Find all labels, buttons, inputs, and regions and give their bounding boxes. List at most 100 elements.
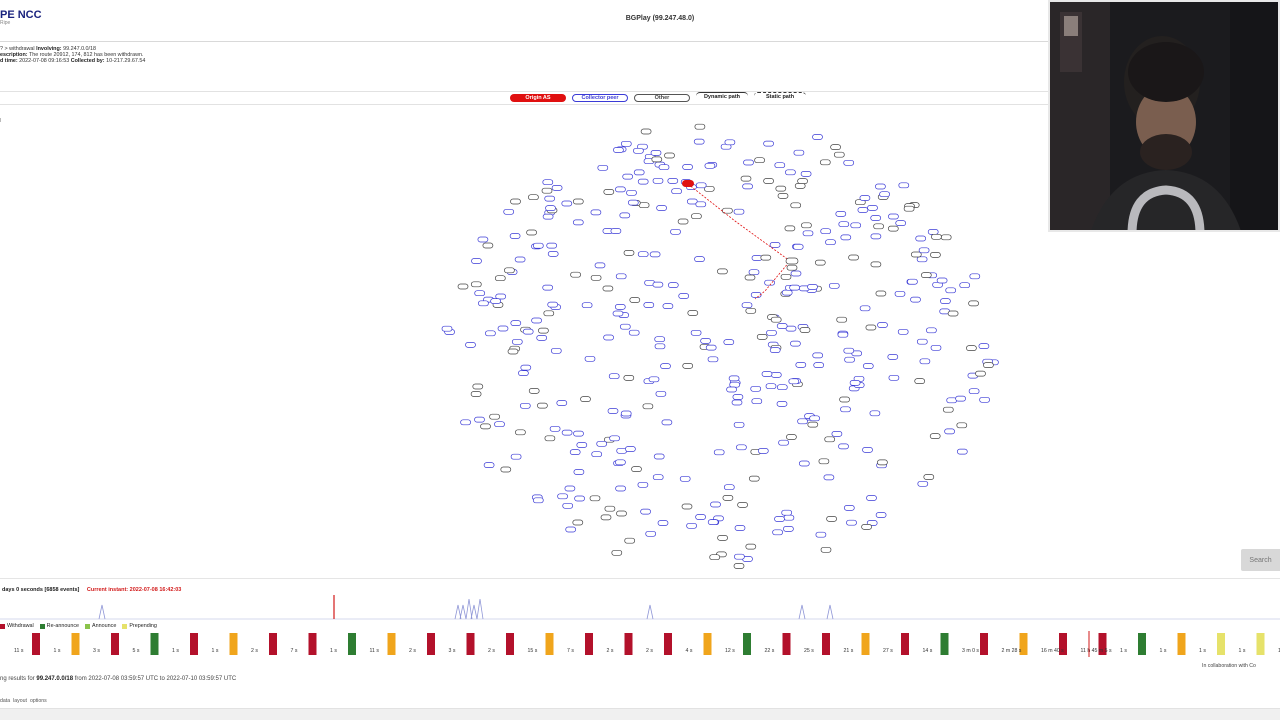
- collector-peer-node[interactable]: [542, 284, 554, 291]
- collector-peer-node[interactable]: [916, 256, 928, 263]
- collector-peer-node[interactable]: [897, 328, 909, 335]
- collector-peer-node[interactable]: [723, 484, 735, 491]
- as-node[interactable]: [515, 429, 526, 436]
- as-node[interactable]: [709, 554, 721, 561]
- collector-peer-node[interactable]: [477, 236, 489, 243]
- collector-peer-node[interactable]: [551, 185, 563, 191]
- collector-peer-node[interactable]: [670, 228, 681, 235]
- collector-peer-node[interactable]: [626, 189, 637, 196]
- collector-peer-node[interactable]: [843, 347, 855, 354]
- as-node[interactable]: [801, 222, 812, 229]
- collector-peer-node[interactable]: [522, 328, 534, 335]
- as-node[interactable]: [848, 254, 859, 261]
- collector-peer-node[interactable]: [743, 159, 754, 166]
- collector-peer-node[interactable]: [584, 355, 596, 362]
- collector-peer-node[interactable]: [815, 531, 827, 538]
- event-bar[interactable]: [1177, 633, 1186, 655]
- collector-peer-node[interactable]: [695, 514, 706, 520]
- event-bar[interactable]: [71, 633, 80, 655]
- collector-peer-node[interactable]: [556, 400, 568, 406]
- collector-peer-node[interactable]: [510, 320, 522, 326]
- collector-peer-node[interactable]: [510, 453, 522, 460]
- collector-peer-node[interactable]: [888, 213, 899, 220]
- collector-peer-node[interactable]: [812, 134, 823, 140]
- as-node[interactable]: [818, 458, 830, 465]
- collector-peer-node[interactable]: [574, 495, 585, 502]
- collector-peer-node[interactable]: [835, 211, 847, 217]
- collector-peer-node[interactable]: [514, 256, 526, 263]
- tab-layout[interactable]: layout: [13, 698, 27, 704]
- event-bar[interactable]: [1138, 633, 1146, 655]
- as-node[interactable]: [544, 435, 556, 442]
- as-node[interactable]: [664, 152, 675, 159]
- collector-peer-node[interactable]: [763, 140, 774, 147]
- as-node[interactable]: [920, 272, 932, 278]
- collector-peer-node[interactable]: [945, 287, 957, 294]
- collector-peer-node[interactable]: [637, 178, 649, 185]
- collector-peer-node[interactable]: [879, 191, 890, 198]
- collector-peer-node[interactable]: [723, 339, 735, 345]
- collector-peer-node[interactable]: [627, 199, 639, 206]
- event-bar[interactable]: [308, 633, 317, 655]
- as-graph[interactable]: [0, 106, 1048, 574]
- collector-peer-node[interactable]: [597, 164, 609, 171]
- as-node[interactable]: [794, 183, 806, 189]
- event-bar[interactable]: [269, 633, 277, 655]
- as-node[interactable]: [694, 123, 706, 130]
- event-bar[interactable]: [229, 633, 238, 655]
- collector-peer-node[interactable]: [918, 247, 930, 254]
- legend-origin-as[interactable]: Origin AS: [510, 94, 566, 102]
- collector-peer-node[interactable]: [594, 262, 606, 269]
- as-node[interactable]: [494, 275, 506, 282]
- as-node[interactable]: [914, 378, 926, 384]
- collector-peer-node[interactable]: [707, 519, 719, 525]
- collector-peer-node[interactable]: [643, 302, 655, 308]
- event-bar[interactable]: [387, 633, 396, 655]
- as-node[interactable]: [472, 383, 484, 390]
- collector-peer-node[interactable]: [700, 338, 711, 344]
- as-node[interactable]: [819, 159, 831, 166]
- collector-peer-node[interactable]: [622, 173, 634, 180]
- collector-peer-node[interactable]: [615, 485, 626, 492]
- as-node[interactable]: [877, 459, 888, 466]
- as-node[interactable]: [784, 225, 796, 232]
- collector-peer-node[interactable]: [649, 251, 661, 258]
- collector-peer-node[interactable]: [857, 207, 869, 213]
- as-node[interactable]: [687, 310, 699, 316]
- event-bar[interactable]: [743, 633, 751, 655]
- collector-peer-node[interactable]: [471, 258, 482, 264]
- collector-peer-node[interactable]: [652, 474, 664, 481]
- as-node[interactable]: [733, 563, 745, 569]
- collector-peer-node[interactable]: [653, 453, 665, 460]
- as-node[interactable]: [611, 549, 623, 556]
- event-bar[interactable]: [427, 633, 435, 655]
- collector-peer-node[interactable]: [820, 228, 832, 235]
- collector-peer-node[interactable]: [757, 448, 769, 454]
- collector-peer-node[interactable]: [678, 293, 690, 299]
- collector-peer-node[interactable]: [573, 469, 585, 475]
- collector-peer-node[interactable]: [802, 230, 814, 237]
- event-bar[interactable]: [1059, 633, 1067, 655]
- as-node[interactable]: [623, 250, 635, 256]
- collector-peer-node[interactable]: [769, 347, 781, 353]
- collector-peer-node[interactable]: [732, 394, 744, 400]
- legend-prepending[interactable]: Prepending: [122, 623, 157, 629]
- collector-peer-node[interactable]: [633, 147, 644, 154]
- as-node[interactable]: [947, 310, 959, 317]
- as-node[interactable]: [640, 128, 652, 135]
- collector-peer-node[interactable]: [546, 242, 558, 249]
- collector-peer-node[interactable]: [619, 323, 631, 330]
- as-node[interactable]: [839, 396, 850, 403]
- as-node[interactable]: [820, 546, 832, 553]
- as-node[interactable]: [903, 205, 915, 212]
- as-node[interactable]: [480, 423, 491, 430]
- as-node[interactable]: [786, 264, 798, 271]
- as-node[interactable]: [457, 283, 469, 290]
- collector-peer-node[interactable]: [590, 209, 602, 216]
- collector-peer-node[interactable]: [809, 415, 820, 422]
- as-node[interactable]: [589, 495, 601, 502]
- collector-peer-node[interactable]: [620, 410, 632, 417]
- collector-peer-node[interactable]: [532, 497, 544, 504]
- collector-peer-node[interactable]: [656, 205, 667, 211]
- as-node[interactable]: [737, 502, 748, 508]
